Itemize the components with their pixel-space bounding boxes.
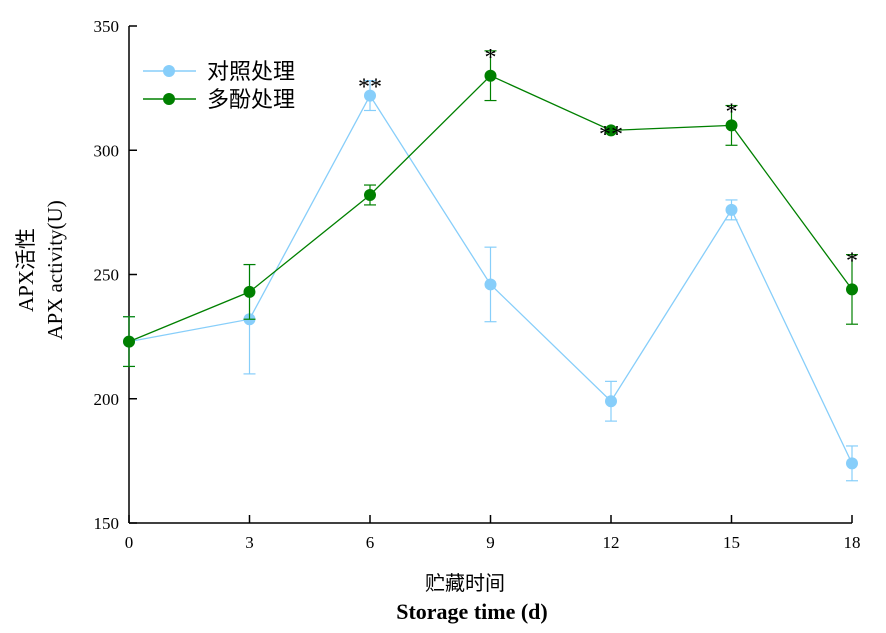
data-point <box>725 203 738 216</box>
data-point <box>846 283 858 296</box>
data-point <box>605 124 617 137</box>
axes: 150 200 250 300 350 0 3 6 9 12 15 18 <box>94 17 861 552</box>
y-tick-label: 250 <box>94 266 120 285</box>
x-tick-label: 15 <box>723 533 740 552</box>
x-axis-label-en: Storage time (d) <box>396 599 548 624</box>
data-point <box>725 119 738 132</box>
y-tick-label: 150 <box>94 514 120 533</box>
data-point <box>123 335 135 348</box>
data-point <box>484 69 497 82</box>
data-point <box>364 89 376 102</box>
significance-mark: * <box>726 100 738 126</box>
annotation-layer: ******* <box>358 45 858 275</box>
data-point <box>605 395 617 408</box>
x-tick-label: 9 <box>486 533 495 552</box>
y-axis-label-en: APX activity(U) <box>43 200 67 339</box>
x-tick-label: 6 <box>366 533 375 552</box>
y-tick-label: 300 <box>94 141 120 160</box>
data-point <box>364 188 376 201</box>
legend-marker-control <box>163 65 175 77</box>
data-point <box>243 285 256 298</box>
x-axis-label-cn: 贮藏时间 <box>425 571 505 595</box>
y-tick-label: 350 <box>94 17 120 36</box>
legend-label-polyphenol: 多酚处理 <box>207 88 295 113</box>
legend: 对照处理 多酚处理 <box>143 60 295 113</box>
x-tick-label: 0 <box>125 533 134 552</box>
y-axis-label-cn: APX活性 <box>14 228 38 312</box>
series-1 <box>123 50 858 368</box>
significance-mark: ** <box>599 122 623 148</box>
series-layer <box>123 50 858 482</box>
legend-marker-polyphenol <box>163 93 175 105</box>
x-tick-label: 12 <box>603 533 620 552</box>
data-point <box>846 457 858 470</box>
y-tick-label: 200 <box>94 390 120 409</box>
significance-mark: * <box>485 45 497 71</box>
legend-label-control: 对照处理 <box>207 60 295 85</box>
x-tick-label: 18 <box>844 533 861 552</box>
series-0 <box>123 80 858 482</box>
x-tick-label: 3 <box>245 533 254 552</box>
significance-mark: * <box>846 249 858 275</box>
data-point <box>484 278 497 291</box>
significance-mark: ** <box>358 75 382 101</box>
